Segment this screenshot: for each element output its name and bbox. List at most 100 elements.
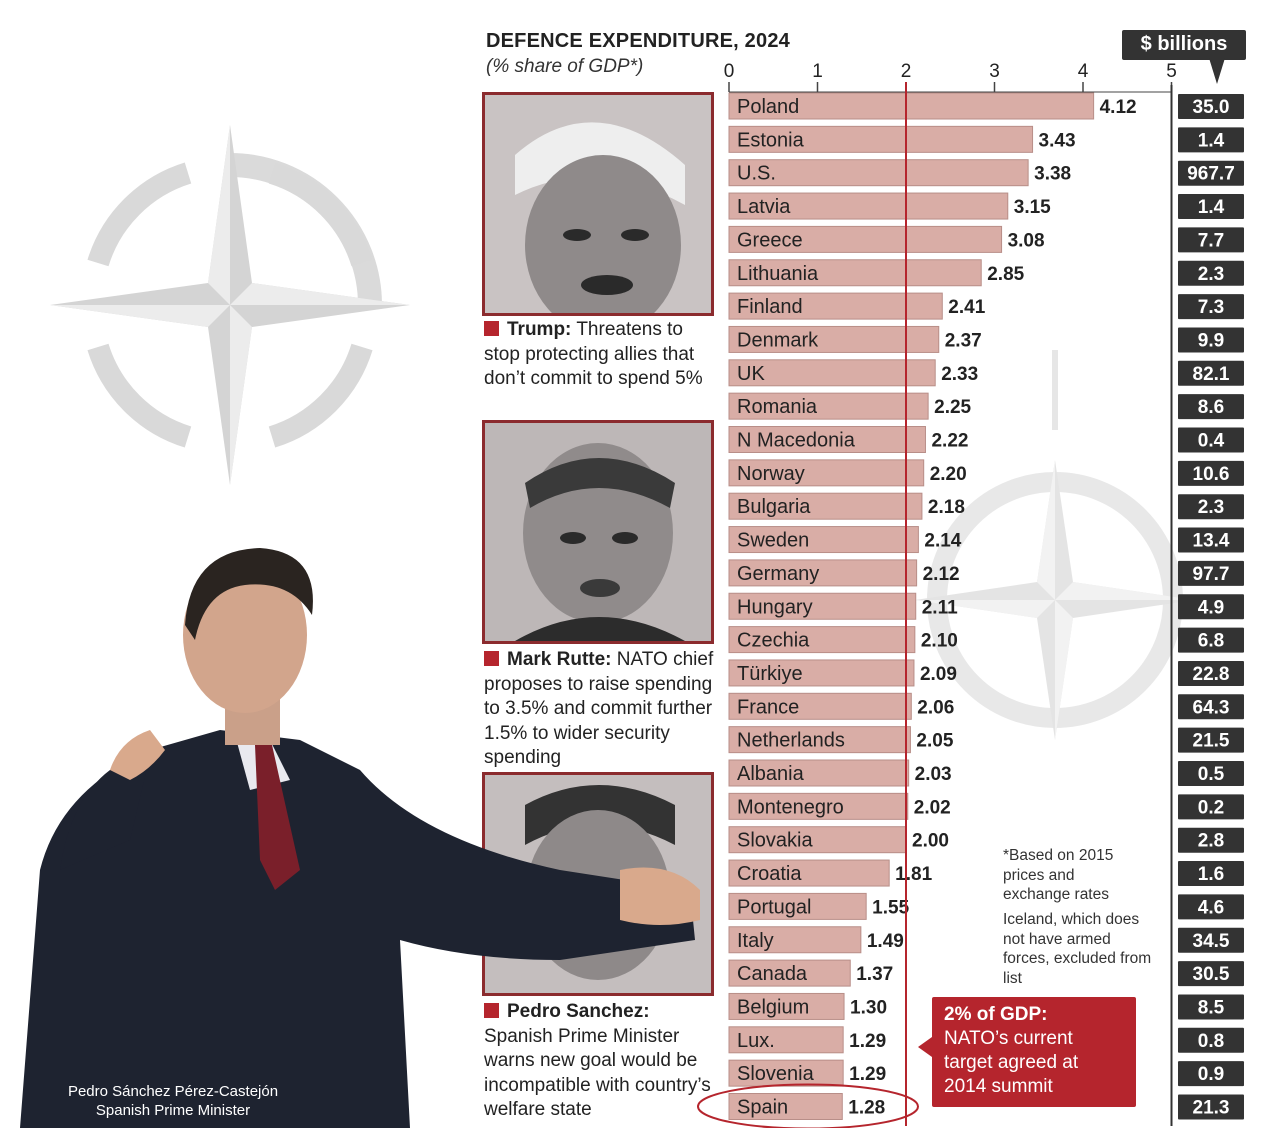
category-label: Lux.: [737, 1030, 775, 1052]
billions-box: [1178, 660, 1244, 686]
x-tick-label: 2: [901, 61, 912, 82]
billions-value: 21.3: [1193, 1098, 1230, 1119]
x-tick-label: 0: [724, 61, 735, 82]
billions-value: 22.8: [1193, 664, 1230, 685]
billions-value: 0.5: [1198, 764, 1225, 785]
billions-box: [1178, 627, 1244, 653]
category-label: Finland: [737, 296, 803, 318]
data-label: 3.08: [1008, 230, 1045, 251]
billions-value: 0.8: [1198, 1031, 1224, 1052]
photo-credit-role: Spanish Prime Minister: [95, 1102, 251, 1119]
bar: [728, 125, 1034, 153]
rutte-caption: Mark Rutte: NATO chief proposes to raise…: [484, 648, 716, 771]
data-label: 1.29: [849, 1064, 886, 1085]
billions-value: 0.9: [1198, 1064, 1224, 1085]
data-label: 2.41: [948, 297, 985, 318]
bar: [728, 526, 919, 554]
bar: [728, 859, 890, 887]
billions-value: 8.5: [1198, 997, 1225, 1018]
bar: [728, 392, 929, 420]
data-label: 1.49: [867, 931, 904, 952]
iceland-note: Iceland, which does not have armed force…: [1003, 911, 1152, 987]
category-label: Greece: [737, 229, 803, 251]
caption-text: Threatens to stop protecting allies that…: [484, 319, 703, 389]
billions-header: $ billions: [1122, 30, 1246, 60]
category-label: Bulgaria: [737, 496, 811, 518]
callout-pointer: [918, 1037, 932, 1057]
category-label: Denmark: [737, 329, 819, 351]
data-label: 1.29: [849, 1031, 886, 1052]
billions-box: [1178, 694, 1244, 720]
bar: [728, 992, 845, 1020]
billions-box: [1178, 394, 1244, 420]
data-label: 2.22: [931, 431, 968, 452]
rutte-photo: [482, 420, 714, 644]
highlight-ellipse: [697, 1083, 919, 1128]
billions-box: [1178, 861, 1244, 887]
caption-square-icon: [484, 651, 499, 666]
bar: [728, 626, 916, 654]
billions-box: [1178, 360, 1244, 386]
data-label: 1.81: [895, 864, 932, 885]
billions-value: 35.0: [1193, 97, 1230, 118]
billions-box: [1178, 794, 1244, 820]
caption-square-icon: [484, 1003, 499, 1018]
bar: [728, 92, 1095, 120]
billions-box: [1178, 427, 1244, 453]
nato-target-callout: 2% of GDP: NATO’s current target agreed …: [918, 997, 1136, 1107]
billions-box: [1178, 560, 1244, 586]
bar: [728, 192, 1009, 220]
bar: [728, 359, 936, 387]
bar: [728, 259, 982, 287]
footnote: *Based on 2015 prices and exchange rates: [1003, 847, 1114, 903]
billions-box: [1178, 260, 1244, 286]
billions-box: [1178, 327, 1244, 353]
data-label: 1.30: [850, 997, 887, 1018]
data-label: 2.00: [912, 831, 949, 852]
category-label: Italy: [737, 930, 774, 952]
category-label: Belgium: [737, 996, 809, 1018]
data-label: 3.15: [1014, 197, 1051, 218]
billions-value: 82.1: [1193, 364, 1230, 385]
billions-value: 1.4: [1198, 197, 1225, 218]
category-label: Slovenia: [737, 1063, 815, 1085]
caption-name: Pedro Sanchez:: [507, 1001, 650, 1022]
data-label: 2.05: [916, 731, 953, 752]
category-label: Poland: [737, 96, 799, 118]
category-label: Hungary: [737, 596, 813, 618]
billions-box: [1178, 1094, 1244, 1120]
category-label: Slovakia: [737, 830, 813, 852]
category-label: U.S.: [737, 163, 776, 185]
billions-value: 64.3: [1193, 697, 1230, 718]
caption-text: NATO chief proposes to raise spending to…: [484, 649, 714, 768]
billions-box: [1178, 961, 1244, 987]
bar: [728, 459, 925, 487]
bar: [728, 1093, 843, 1120]
data-label: 2.18: [928, 497, 965, 518]
caption-text: Spanish Prime Minister warns new goal wo…: [484, 1025, 711, 1121]
bar: [728, 426, 926, 453]
billions-value: 2.3: [1198, 497, 1224, 518]
billions-value: 8.6: [1198, 397, 1224, 418]
category-label: Latvia: [737, 196, 791, 218]
data-label: 3.43: [1039, 130, 1076, 151]
category-label: Romania: [737, 396, 818, 418]
category-label: Türkiye: [737, 663, 803, 685]
billions-box: [1178, 927, 1244, 953]
billions-value: 967.7: [1187, 164, 1235, 185]
data-label: 2.10: [921, 631, 958, 652]
category-label: Sweden: [737, 530, 809, 552]
billions-value: 2.3: [1198, 264, 1224, 285]
billions-box: [1178, 294, 1244, 320]
nato-compass-star-icon: [50, 125, 410, 485]
category-label: Croatia: [737, 863, 802, 885]
x-tick-label: 1: [812, 61, 823, 82]
data-label: 2.02: [914, 797, 951, 818]
billions-value: 6.8: [1198, 631, 1224, 652]
billions-value: 97.7: [1193, 564, 1230, 585]
billions-header-arrow: [1209, 58, 1225, 84]
billions-box: [1178, 194, 1244, 220]
data-label: 2.06: [917, 697, 954, 718]
bar: [728, 926, 862, 954]
